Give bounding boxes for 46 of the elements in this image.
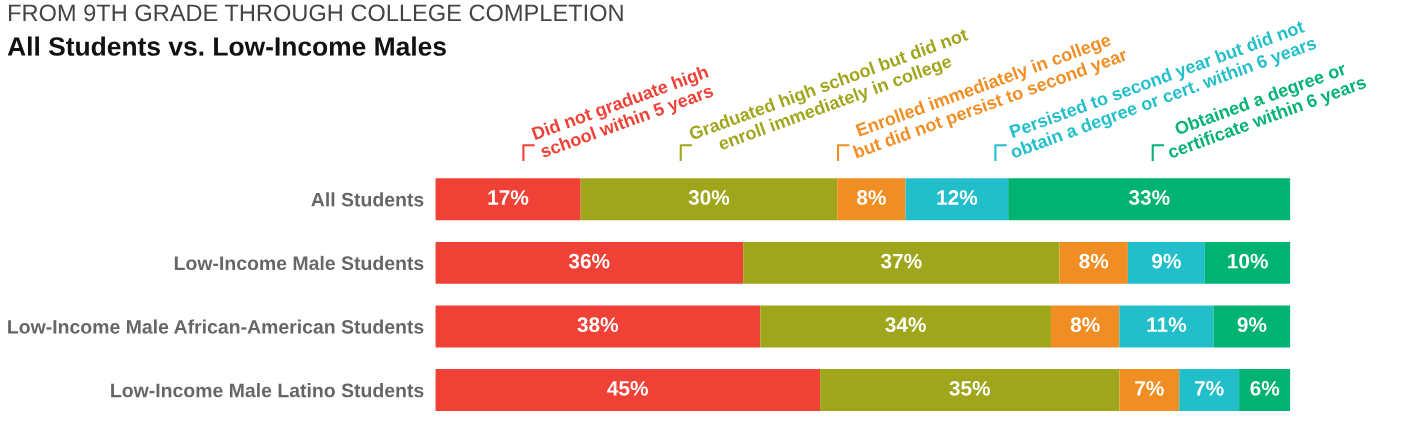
data-label: 8% xyxy=(1070,317,1100,333)
y-tick-label: Low-Income Male African-American Students xyxy=(8,319,424,334)
y-tick-label: Low-Income Male Students xyxy=(174,255,424,271)
data-label: 6% xyxy=(1250,380,1280,396)
y-tick-label: All Students xyxy=(311,192,424,207)
data-label: 45% xyxy=(607,380,649,396)
bar xyxy=(435,369,821,412)
chart-subtitle: All Students vs. Low-Income Males xyxy=(7,36,446,56)
data-label: 35% xyxy=(949,380,991,396)
bar xyxy=(820,369,1120,412)
bar xyxy=(1008,178,1291,221)
data-label: 38% xyxy=(577,317,619,333)
data-label: 9% xyxy=(1237,317,1267,333)
data-label: 12% xyxy=(937,190,978,205)
bar xyxy=(837,178,906,221)
data-label: 33% xyxy=(1128,190,1170,205)
data-label: 7% xyxy=(1194,380,1224,396)
bar xyxy=(1050,305,1120,348)
data-label: 36% xyxy=(568,253,610,269)
data-label: 30% xyxy=(688,190,730,205)
bar xyxy=(1179,369,1240,412)
chart-title: FROM 9TH GRADE THROUGH COLLEGE COMPLETION xyxy=(9,4,623,22)
y-tick-label: Low-Income Male Latino Students xyxy=(111,383,424,398)
data-label: 11% xyxy=(1147,317,1187,333)
data-label: 7% xyxy=(1135,380,1164,396)
data-label: 37% xyxy=(880,253,922,269)
bar xyxy=(435,178,581,221)
data-label: 10% xyxy=(1228,253,1268,269)
bar xyxy=(435,305,761,348)
bar xyxy=(743,241,1060,284)
bar xyxy=(1127,241,1205,284)
data-label: 17% xyxy=(488,190,529,205)
bar xyxy=(1119,305,1214,348)
bar xyxy=(905,178,1009,221)
data-label: 8% xyxy=(857,190,886,205)
data-label: 8% xyxy=(1079,253,1109,269)
bar xyxy=(1204,241,1291,284)
bar xyxy=(760,305,1051,348)
bar xyxy=(580,178,838,221)
data-label: 34% xyxy=(885,317,926,333)
bar xyxy=(1059,241,1128,284)
bar xyxy=(435,241,744,284)
bar xyxy=(1119,369,1180,412)
bar xyxy=(1213,305,1291,348)
bar xyxy=(1239,369,1291,412)
data-label: 9% xyxy=(1152,253,1181,269)
